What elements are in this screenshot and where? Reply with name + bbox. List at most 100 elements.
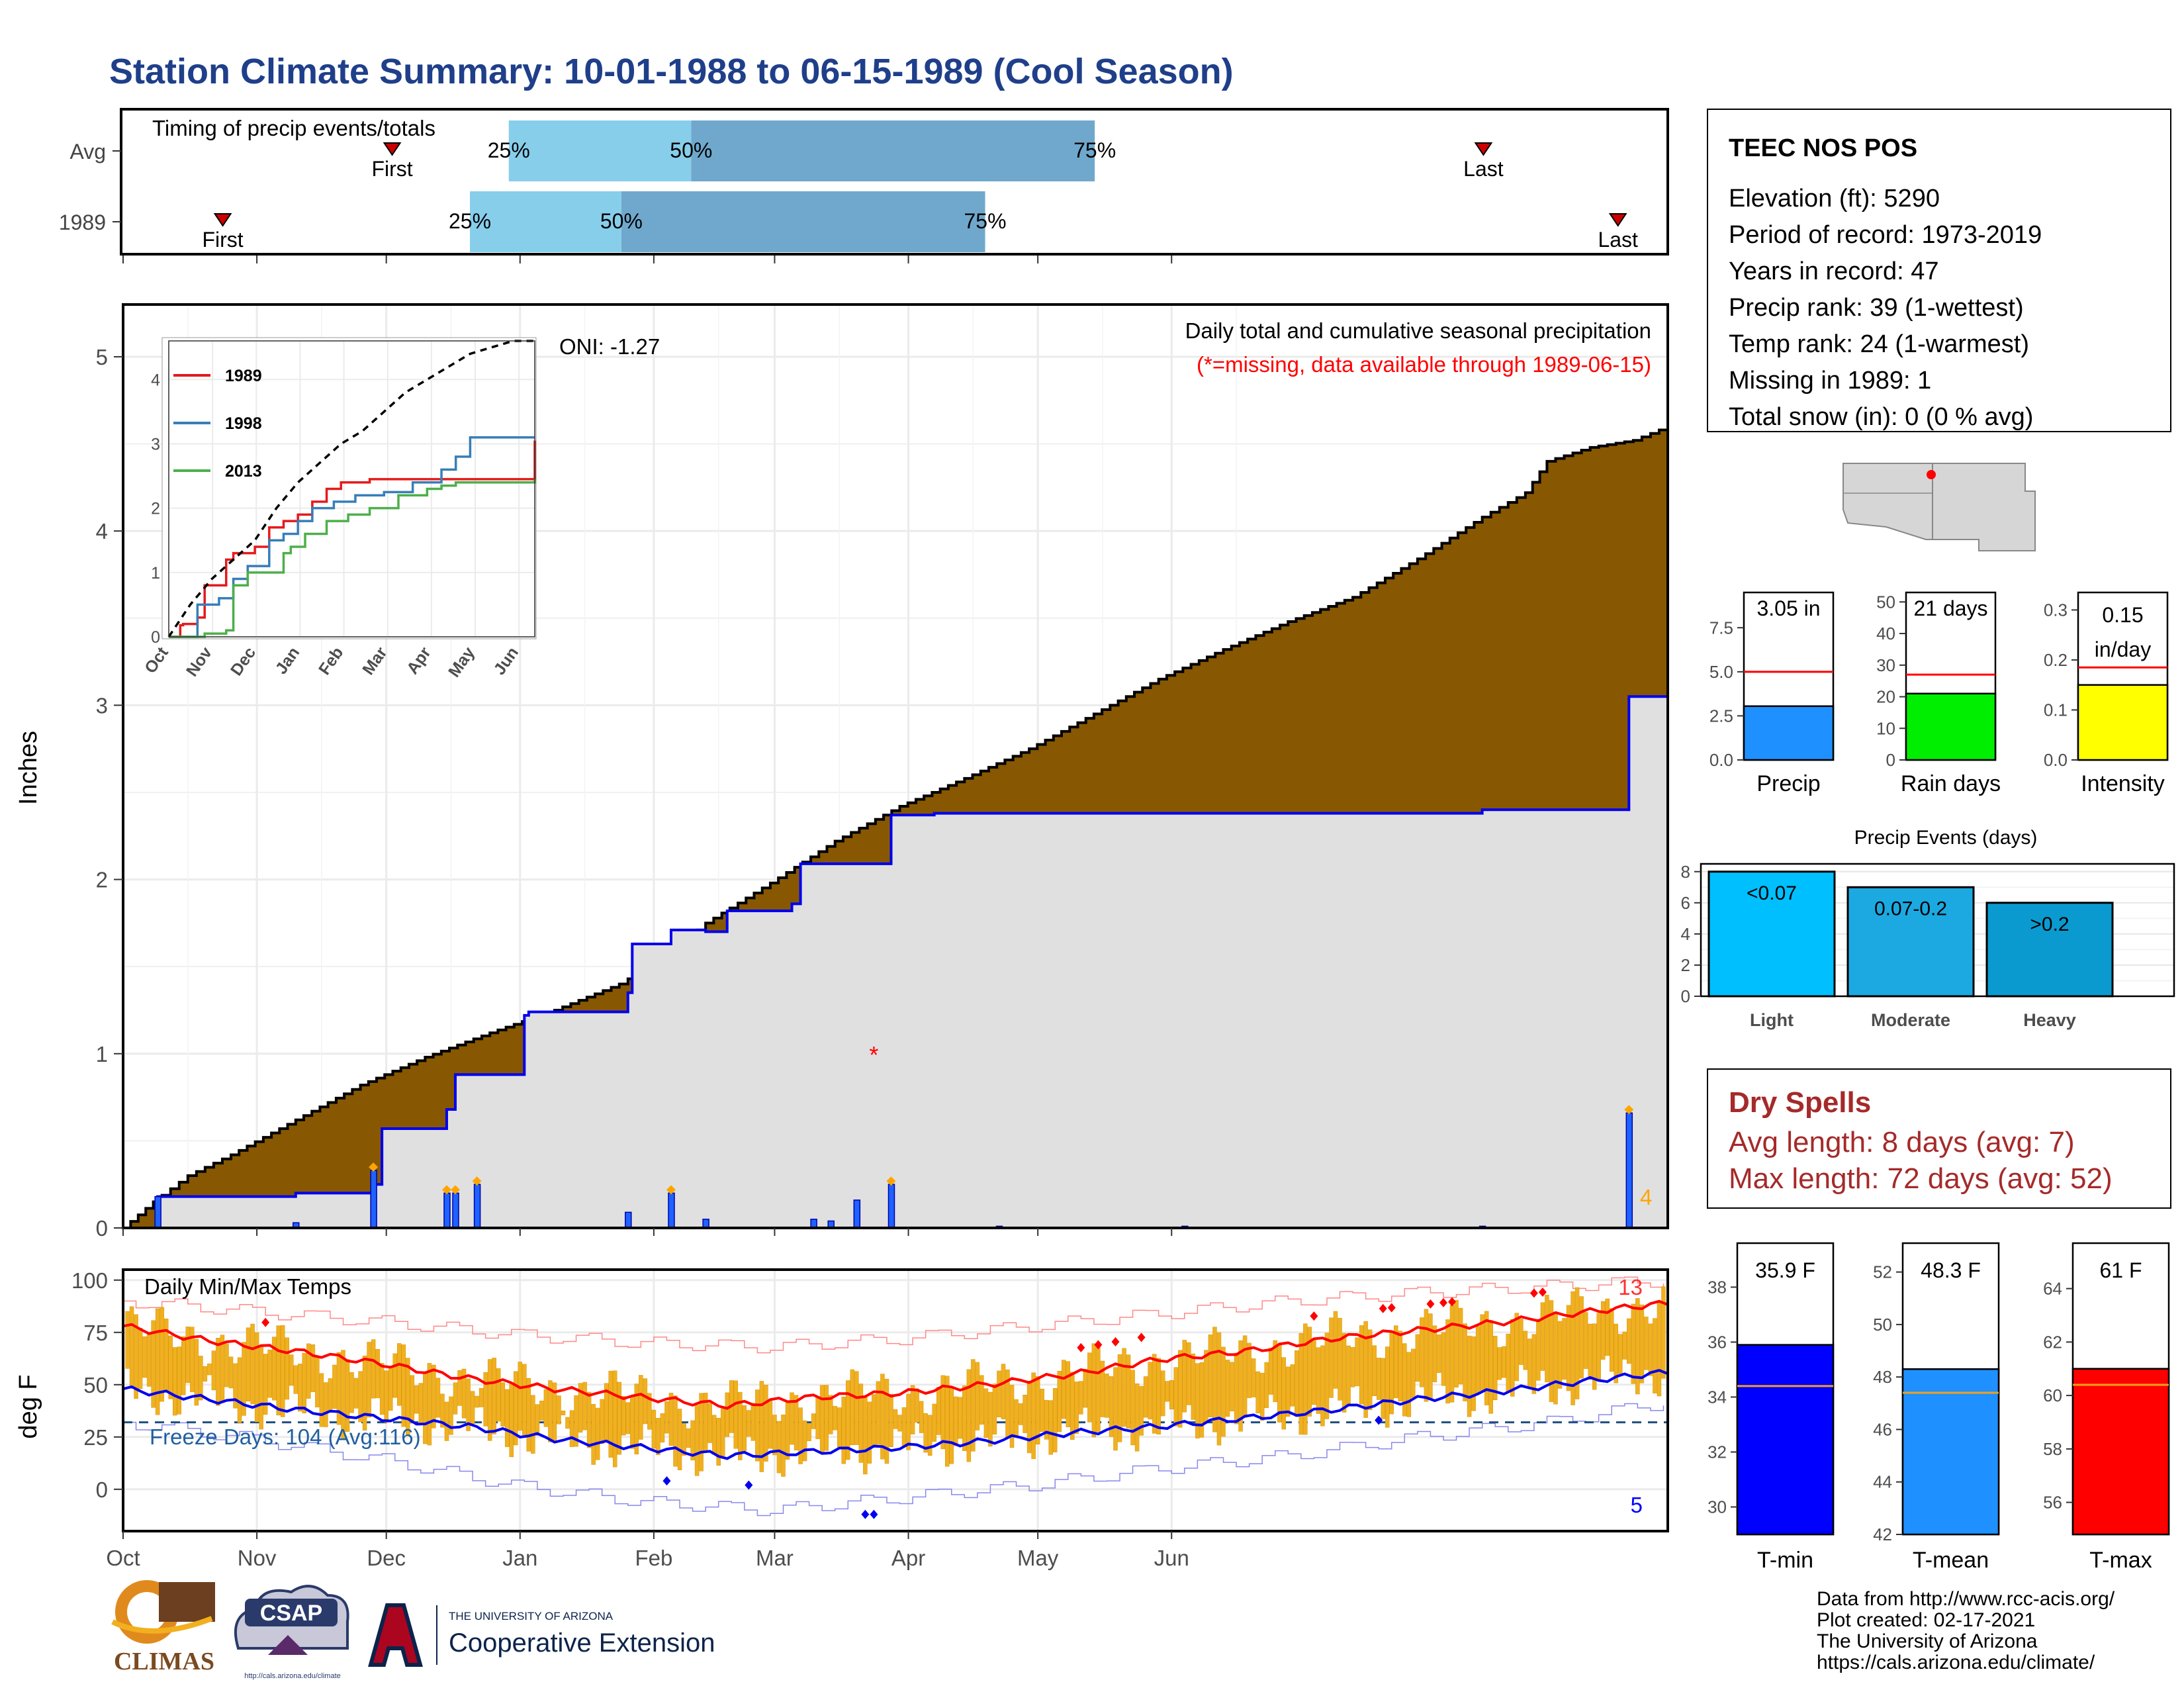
- daily-temp-bar: [785, 1401, 790, 1460]
- daily-temp-bar: [1031, 1372, 1036, 1460]
- daily-temp-bar: [1402, 1343, 1407, 1417]
- daily-temp-bar: [668, 1393, 674, 1446]
- temp-plot-body: [122, 1276, 1668, 1519]
- daily-temp-bar: [1510, 1319, 1515, 1397]
- daily-temp-bar: [574, 1395, 578, 1447]
- map-state-shapes: [1843, 463, 2036, 551]
- daily-temp-bar: [1091, 1343, 1097, 1438]
- daily-temp-bar: [1333, 1311, 1338, 1389]
- precip-plot-body: *: [123, 426, 1669, 1229]
- dry-spells-max: Max length: 72 days (avg: 52): [1729, 1162, 2113, 1195]
- daily-temp-bar: [406, 1358, 410, 1435]
- timing-bar-q2: [621, 191, 985, 252]
- daily-temp-bar: [535, 1404, 540, 1436]
- daily-temp-bar: [1324, 1333, 1330, 1419]
- max-record-count: 13: [1618, 1275, 1643, 1299]
- daily-temp-bar: [1083, 1368, 1088, 1408]
- daily-temp-bar: [1449, 1305, 1455, 1403]
- daily-temp-bar: [1346, 1345, 1351, 1405]
- daily-temp-bar: [772, 1415, 777, 1456]
- daily-temp-bar: [884, 1378, 889, 1464]
- daily-temp-bar: [1234, 1352, 1239, 1425]
- daily-temp-bar: [504, 1389, 510, 1447]
- daily-temp-bar: [1251, 1358, 1256, 1397]
- daily-temp-bar: [1372, 1345, 1377, 1396]
- daily-temp-bar: [932, 1403, 936, 1442]
- daily-temp-bar: [1307, 1327, 1312, 1417]
- record-max-marker-icon: [1426, 1299, 1435, 1309]
- daily-temp-bar: [833, 1405, 837, 1430]
- daily-temp-bar: [1199, 1362, 1205, 1438]
- daily-temp-bar: [306, 1343, 311, 1399]
- summary-y-tick: 0.1: [2044, 700, 2068, 720]
- daily-temp-bar: [677, 1409, 682, 1470]
- daily-temp-bar: [707, 1403, 712, 1443]
- daily-temp-bar: [518, 1362, 523, 1431]
- daily-temp-bar: [522, 1364, 527, 1436]
- temp-summary-y-tick: 62: [2043, 1332, 2062, 1352]
- daily-temp-bar: [1600, 1301, 1606, 1360]
- daily-temp-bar: [379, 1363, 385, 1415]
- daily-temp-bar: [711, 1415, 717, 1455]
- oni-value: ONI: -1.27: [559, 334, 660, 359]
- daily-temp-bar: [483, 1372, 488, 1427]
- legend-label: 1998: [225, 414, 262, 433]
- daily-temp-bar: [1540, 1302, 1545, 1371]
- daily-temp-bar: [578, 1383, 583, 1433]
- daily-temp-bar: [1394, 1325, 1398, 1399]
- daily-temp-bar: [543, 1389, 549, 1427]
- daily-temp-bar: [1502, 1346, 1506, 1378]
- timing-bar-q2: [691, 120, 1095, 181]
- month-tick-label: Feb: [635, 1546, 672, 1570]
- daily-temp-bar: [271, 1336, 277, 1401]
- daily-temp-bar: [1614, 1323, 1619, 1383]
- first-label: First: [202, 228, 243, 252]
- daily-temp-bar: [936, 1387, 941, 1435]
- daily-temp-bar: [1463, 1323, 1467, 1401]
- daily-temp-bar: [1160, 1370, 1165, 1417]
- daily-temp-bar: [466, 1378, 471, 1431]
- daily-temp-bar: [216, 1338, 220, 1406]
- temp-summary-y-tick: 32: [1707, 1442, 1727, 1462]
- daily-temp-bar: [324, 1382, 328, 1427]
- summary-label: Intensity: [2081, 771, 2165, 796]
- timing-pct-label: 50%: [670, 138, 712, 162]
- temp-summary-y-tick: 46: [1873, 1419, 1892, 1439]
- daily-temp-bar: [1458, 1307, 1463, 1385]
- daily-temp-bar: [582, 1382, 587, 1430]
- precip-summary-bars: 0.0 2.5 5.0 7.5 3.05 in Precip 0 10 20 30 40 50 21 d…: [1709, 591, 2169, 796]
- daily-temp-bar: [125, 1311, 130, 1369]
- summary-label: Rain days: [1901, 771, 2001, 796]
- summary-y-tick: 0.0: [2044, 750, 2068, 770]
- daily-temp-bar: [841, 1397, 846, 1464]
- daily-temp-bar: [207, 1363, 212, 1376]
- inset-y-tick: 3: [151, 435, 160, 453]
- station-line: Period of record: 1973-2019: [1729, 221, 2042, 249]
- daily-temp-bar: [211, 1350, 216, 1391]
- daily-temp-bar: [246, 1327, 251, 1401]
- temp-summary-y-tick: 58: [2043, 1439, 2062, 1459]
- climas-logo-sun-inner: [127, 1592, 167, 1632]
- daily-temp-bar: [1549, 1300, 1554, 1402]
- daily-temp-bar: [1044, 1399, 1049, 1440]
- first-label: First: [371, 157, 412, 181]
- timing-panel: Timing of precip events/totals 25% 50% 75%…: [59, 108, 1669, 263]
- daily-temp-bar: [435, 1378, 441, 1418]
- daily-temp-bar: [1424, 1309, 1429, 1402]
- record-max-marker-icon: [1094, 1340, 1103, 1350]
- daily-temp-bar: [1268, 1347, 1273, 1395]
- daily-precip-bar: [1625, 1112, 1633, 1229]
- summary-y-tick: 0.0: [1709, 750, 1733, 770]
- daily-temp-bar: [828, 1395, 833, 1434]
- month-axis: Oct Nov Dec Jan Feb Mar Apr May Jun: [106, 1531, 1189, 1570]
- daily-temp-bar: [1191, 1353, 1196, 1420]
- daily-temp-bar: [1100, 1360, 1105, 1417]
- daily-temp-bar: [906, 1393, 911, 1450]
- daily-temp-bar: [1467, 1335, 1472, 1417]
- summary-value-bar: [1905, 692, 1997, 761]
- timing-x-axis: [122, 256, 1173, 263]
- daily-precip-bar: [853, 1199, 861, 1229]
- daily-temp-bar: [1040, 1388, 1044, 1432]
- daily-temp-bar: [1406, 1352, 1412, 1417]
